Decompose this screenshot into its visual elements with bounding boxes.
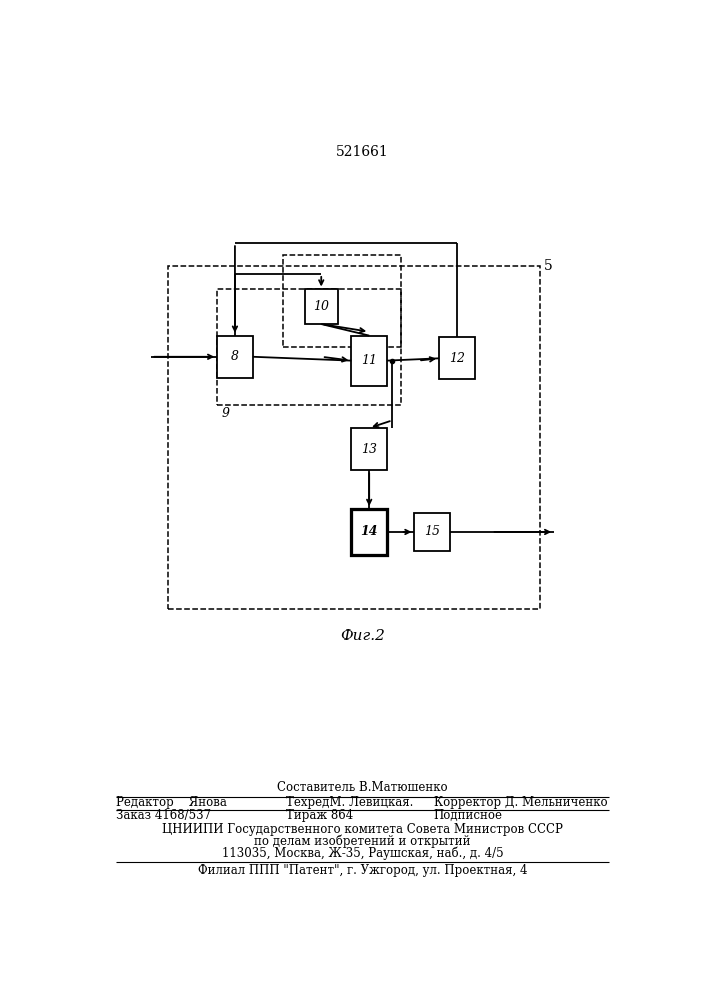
- Text: 13: 13: [361, 443, 378, 456]
- Text: 5: 5: [544, 259, 553, 273]
- Text: 14: 14: [361, 525, 378, 538]
- Text: ЦНИИПИ Государственного комитета Совета Министров СССР: ЦНИИПИ Государственного комитета Совета …: [162, 823, 563, 836]
- Text: 10: 10: [313, 300, 329, 313]
- Bar: [351, 509, 387, 555]
- Text: Филиал ППП "Патент", г. Ужгород, ул. Проектная, 4: Филиал ППП "Патент", г. Ужгород, ул. Про…: [197, 864, 527, 877]
- Bar: [217, 336, 253, 378]
- Text: Подписное: Подписное: [433, 809, 503, 822]
- Text: 12: 12: [449, 352, 465, 365]
- Text: 9: 9: [221, 407, 230, 420]
- Bar: [305, 289, 338, 324]
- Text: Фиг.2: Фиг.2: [340, 629, 385, 643]
- Bar: [283, 255, 401, 347]
- Bar: [439, 337, 474, 379]
- Text: Составитель В.Матюшенко: Составитель В.Матюшенко: [277, 781, 448, 794]
- Text: по делам изобретений и открытий: по делам изобретений и открытий: [254, 835, 471, 848]
- Bar: [351, 336, 387, 386]
- Text: 15: 15: [424, 525, 440, 538]
- Text: 8: 8: [231, 350, 239, 363]
- Bar: [168, 266, 540, 609]
- Text: 11: 11: [361, 354, 378, 367]
- Text: Корректор Д. Мельниченко: Корректор Д. Мельниченко: [433, 796, 607, 809]
- Text: ТехредМ. Левицкая.: ТехредМ. Левицкая.: [286, 796, 413, 809]
- Text: Заказ 4168/537: Заказ 4168/537: [116, 809, 211, 822]
- Text: 113035, Москва, Ж-35, Раушская, наб., д. 4/5: 113035, Москва, Ж-35, Раушская, наб., д.…: [221, 846, 503, 860]
- Bar: [217, 289, 401, 405]
- Bar: [414, 513, 450, 551]
- Text: 521661: 521661: [336, 145, 389, 159]
- Text: Редактор    Янова: Редактор Янова: [116, 796, 227, 809]
- Text: Тираж 864: Тираж 864: [286, 809, 353, 822]
- Bar: [351, 428, 387, 470]
